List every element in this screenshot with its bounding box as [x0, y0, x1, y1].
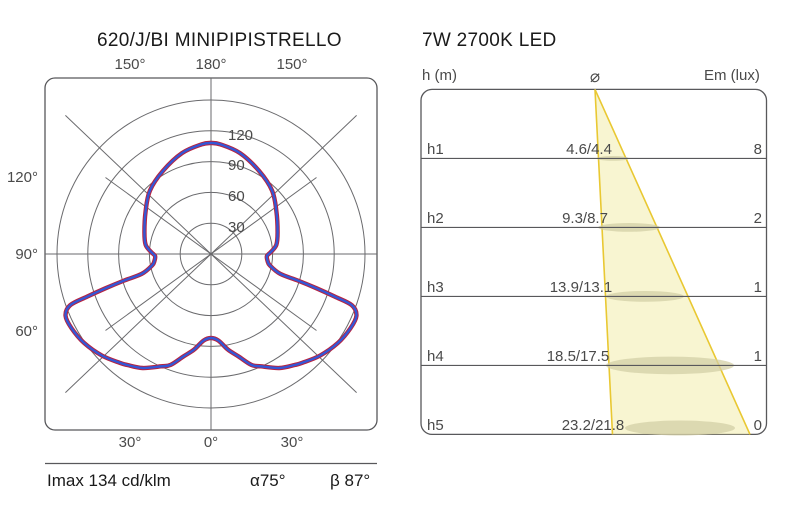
svg-text:h5: h5: [427, 417, 444, 434]
svg-text:180°: 180°: [195, 56, 226, 73]
svg-text:150°: 150°: [114, 56, 145, 73]
svg-text:4.6/4.4: 4.6/4.4: [566, 141, 612, 158]
svg-text:h2: h2: [427, 210, 444, 227]
svg-text:1: 1: [754, 279, 762, 296]
svg-text:h (m): h (m): [422, 67, 457, 84]
svg-text:90°: 90°: [15, 246, 38, 263]
svg-text:9.3/8.7: 9.3/8.7: [562, 210, 608, 227]
svg-text:Imax 134 cd/klm: Imax 134 cd/klm: [47, 471, 171, 490]
svg-text:23.2/21.8: 23.2/21.8: [562, 417, 625, 434]
svg-text:90: 90: [228, 157, 245, 174]
svg-text:60: 60: [228, 188, 245, 205]
svg-text:18.5/17.5: 18.5/17.5: [547, 348, 610, 365]
svg-text:h3: h3: [427, 279, 444, 296]
svg-text:β 87°: β 87°: [330, 471, 370, 490]
svg-text:⌀: ⌀: [590, 67, 600, 86]
svg-text:2: 2: [754, 210, 762, 227]
svg-text:α75°: α75°: [250, 471, 286, 490]
svg-text:120°: 120°: [7, 169, 38, 186]
svg-text:8: 8: [754, 141, 762, 158]
svg-text:30°: 30°: [281, 434, 304, 451]
svg-text:13.9/13.1: 13.9/13.1: [550, 279, 613, 296]
svg-text:0°: 0°: [204, 434, 218, 451]
svg-text:1: 1: [754, 348, 762, 365]
svg-text:7W 2700K LED: 7W 2700K LED: [422, 30, 557, 51]
svg-text:620/J/BI MINIPIPISTRELLO: 620/J/BI MINIPIPISTRELLO: [97, 30, 342, 51]
svg-text:h4: h4: [427, 348, 444, 365]
svg-text:30: 30: [228, 219, 245, 236]
svg-text:30°: 30°: [119, 434, 142, 451]
svg-text:120: 120: [228, 127, 253, 144]
svg-text:0: 0: [754, 417, 762, 434]
svg-text:60°: 60°: [15, 323, 38, 340]
svg-text:Em (lux): Em (lux): [704, 67, 760, 84]
svg-text:150°: 150°: [276, 56, 307, 73]
svg-text:h1: h1: [427, 141, 444, 158]
